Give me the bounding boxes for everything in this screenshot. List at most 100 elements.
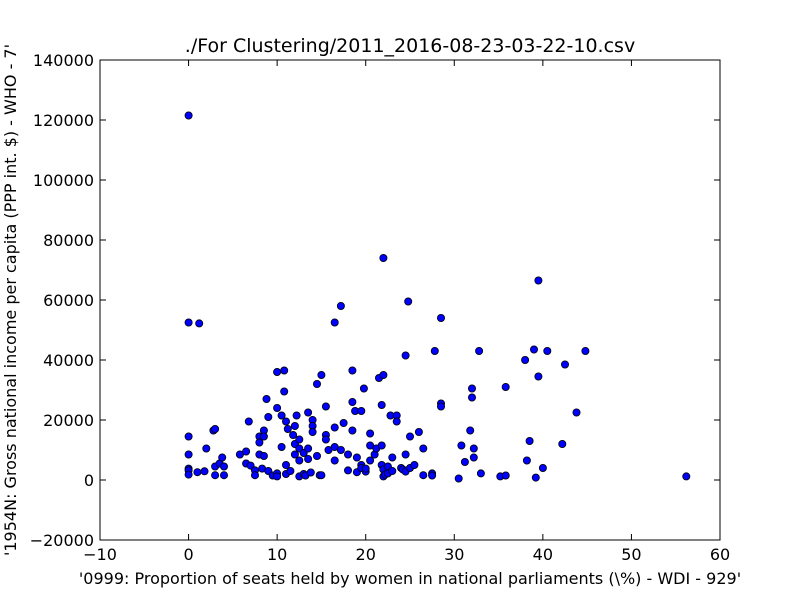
data-point (352, 453, 361, 462)
data-point (366, 429, 375, 438)
data-point (264, 412, 273, 421)
data-point (531, 473, 540, 482)
data-point (244, 417, 253, 426)
data-point (581, 346, 590, 355)
data-point (321, 435, 330, 444)
data-point (193, 468, 202, 477)
data-point (457, 441, 466, 450)
data-point (308, 427, 317, 436)
data-point (304, 444, 313, 453)
x-tick-label: 50 (621, 545, 641, 564)
data-point (281, 460, 290, 469)
data-point (357, 406, 366, 415)
data-point (211, 471, 220, 480)
y-tick-label: 80000 (43, 231, 94, 250)
data-point (572, 408, 581, 417)
data-point (290, 450, 299, 459)
data-point (405, 432, 414, 441)
data-point (304, 408, 313, 417)
x-axis-ticks: −10 0 10 20 30 40 50 60 (83, 60, 730, 564)
data-point (475, 346, 484, 355)
data-point (184, 432, 193, 441)
data-point (388, 453, 397, 462)
data-point (366, 456, 375, 465)
data-point (467, 393, 476, 402)
data-point (682, 472, 691, 481)
data-point (306, 468, 315, 477)
data-point (466, 426, 475, 435)
data-point (476, 469, 485, 478)
data-point (501, 382, 510, 391)
data-point (388, 466, 397, 475)
data-point (436, 313, 445, 322)
y-axis-ticks: −20000 0 20000 40000 60000 80000 100000 120000 1… (30, 51, 720, 550)
data-point (295, 435, 304, 444)
data-point (330, 456, 339, 465)
data-point (525, 436, 534, 445)
data-point (250, 471, 259, 480)
data-point (414, 427, 423, 436)
data-point (543, 346, 552, 355)
data-point (273, 472, 282, 481)
data-point (184, 318, 193, 327)
data-point (348, 366, 357, 375)
data-point (460, 457, 469, 466)
data-point (277, 411, 286, 420)
data-point (348, 426, 357, 435)
y-tick-label: 0 (84, 471, 94, 490)
data-point (343, 450, 352, 459)
data-point (401, 450, 410, 459)
data-point (280, 387, 289, 396)
data-point (410, 460, 419, 469)
data-point (348, 397, 357, 406)
data-point (534, 276, 543, 285)
x-tick-label: 0 (183, 545, 193, 564)
y-tick-label: 60000 (43, 291, 94, 310)
data-point (202, 444, 211, 453)
data-point (259, 432, 268, 441)
x-axis-label: '0999: Proportion of seats held by women… (79, 569, 741, 588)
x-tick-label: 10 (267, 545, 287, 564)
data-point (336, 301, 345, 310)
data-point (469, 444, 478, 453)
data-point (501, 471, 510, 480)
data-point (312, 379, 321, 388)
data-point (419, 444, 428, 453)
data-point (467, 384, 476, 393)
data-point (317, 370, 326, 379)
data-point (436, 402, 445, 411)
data-point (379, 253, 388, 262)
data-point (404, 297, 413, 306)
x-tick-label: 40 (533, 545, 553, 564)
chart-title: ./For Clustering/2011_2016-08-23-03-22-1… (185, 35, 635, 57)
data-point (561, 360, 570, 369)
data-point (259, 451, 268, 460)
data-point (558, 439, 567, 448)
data-point (330, 318, 339, 327)
data-point (281, 417, 290, 426)
y-tick-label: 120000 (33, 111, 94, 130)
data-point (379, 370, 388, 379)
y-tick-label: 140000 (33, 51, 94, 70)
data-point (242, 447, 251, 456)
data-point (273, 403, 282, 412)
data-point (292, 411, 301, 420)
data-point (534, 372, 543, 381)
data-point (521, 355, 530, 364)
data-point (419, 471, 428, 480)
y-tick-label: 40000 (43, 351, 94, 370)
data-point (200, 467, 209, 476)
x-tick-label: 30 (444, 545, 464, 564)
data-point (184, 450, 193, 459)
y-axis-label: '1954N: Gross national income per capita… (1, 44, 20, 556)
data-point (277, 442, 286, 451)
x-tick-label: −10 (83, 545, 117, 564)
data-point (283, 424, 292, 433)
data-point (321, 402, 330, 411)
x-tick-label: 20 (356, 545, 376, 564)
data-point (218, 453, 227, 462)
data-point (530, 345, 539, 354)
data-point (522, 456, 531, 465)
data-point (219, 462, 228, 471)
